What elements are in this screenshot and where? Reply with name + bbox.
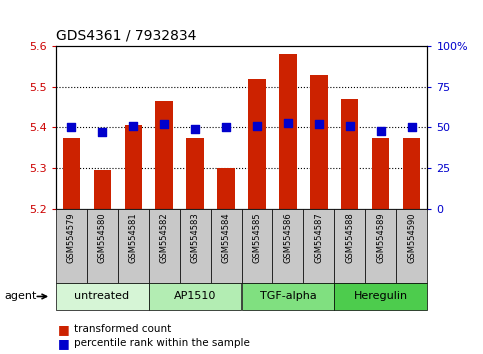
- Point: [377, 128, 385, 133]
- Text: ■: ■: [58, 337, 70, 350]
- Bar: [56, 209, 86, 283]
- Bar: [372, 138, 389, 209]
- Bar: [280, 54, 297, 209]
- Text: GDS4361 / 7932834: GDS4361 / 7932834: [56, 28, 196, 42]
- Text: GSM554585: GSM554585: [253, 212, 261, 263]
- Text: GSM554589: GSM554589: [376, 212, 385, 263]
- Bar: [341, 99, 358, 209]
- Bar: [303, 209, 334, 283]
- Text: GSM554583: GSM554583: [190, 212, 199, 263]
- Bar: [311, 75, 327, 209]
- Bar: [180, 209, 211, 283]
- Text: GSM554582: GSM554582: [159, 212, 169, 263]
- Text: Heregulin: Heregulin: [354, 291, 408, 302]
- Bar: [156, 101, 172, 209]
- Bar: [56, 283, 149, 310]
- Bar: [217, 168, 235, 209]
- Point: [253, 123, 261, 129]
- Text: agent: agent: [5, 291, 37, 302]
- Bar: [334, 209, 366, 283]
- Bar: [397, 209, 427, 283]
- Bar: [403, 138, 421, 209]
- Text: ■: ■: [58, 323, 70, 336]
- Text: GSM554588: GSM554588: [345, 212, 355, 263]
- Text: GSM554587: GSM554587: [314, 212, 324, 263]
- Point: [284, 120, 292, 125]
- Bar: [211, 209, 242, 283]
- Point: [160, 121, 168, 127]
- Bar: [248, 79, 266, 209]
- Point: [129, 123, 137, 129]
- Bar: [149, 209, 180, 283]
- Bar: [86, 209, 117, 283]
- Text: transformed count: transformed count: [74, 324, 171, 334]
- Text: GSM554584: GSM554584: [222, 212, 230, 263]
- Point: [67, 125, 75, 130]
- Bar: [125, 125, 142, 209]
- Point: [408, 125, 416, 130]
- Point: [98, 130, 106, 135]
- Text: GSM554590: GSM554590: [408, 212, 416, 263]
- Point: [222, 125, 230, 130]
- Bar: [242, 209, 272, 283]
- Bar: [149, 283, 242, 310]
- Bar: [62, 138, 80, 209]
- Point: [191, 126, 199, 132]
- Text: AP1510: AP1510: [174, 291, 216, 302]
- Bar: [94, 170, 111, 209]
- Point: [346, 123, 354, 129]
- Bar: [366, 209, 397, 283]
- Bar: [117, 209, 149, 283]
- Bar: [186, 138, 203, 209]
- Text: GSM554579: GSM554579: [67, 212, 75, 263]
- Text: GSM554580: GSM554580: [98, 212, 107, 263]
- Bar: [334, 283, 427, 310]
- Text: GSM554581: GSM554581: [128, 212, 138, 263]
- Text: GSM554586: GSM554586: [284, 212, 293, 263]
- Text: percentile rank within the sample: percentile rank within the sample: [74, 338, 250, 348]
- Bar: [272, 209, 303, 283]
- Bar: [242, 283, 334, 310]
- Text: TGF-alpha: TGF-alpha: [260, 291, 316, 302]
- Point: [315, 121, 323, 127]
- Text: untreated: untreated: [74, 291, 129, 302]
